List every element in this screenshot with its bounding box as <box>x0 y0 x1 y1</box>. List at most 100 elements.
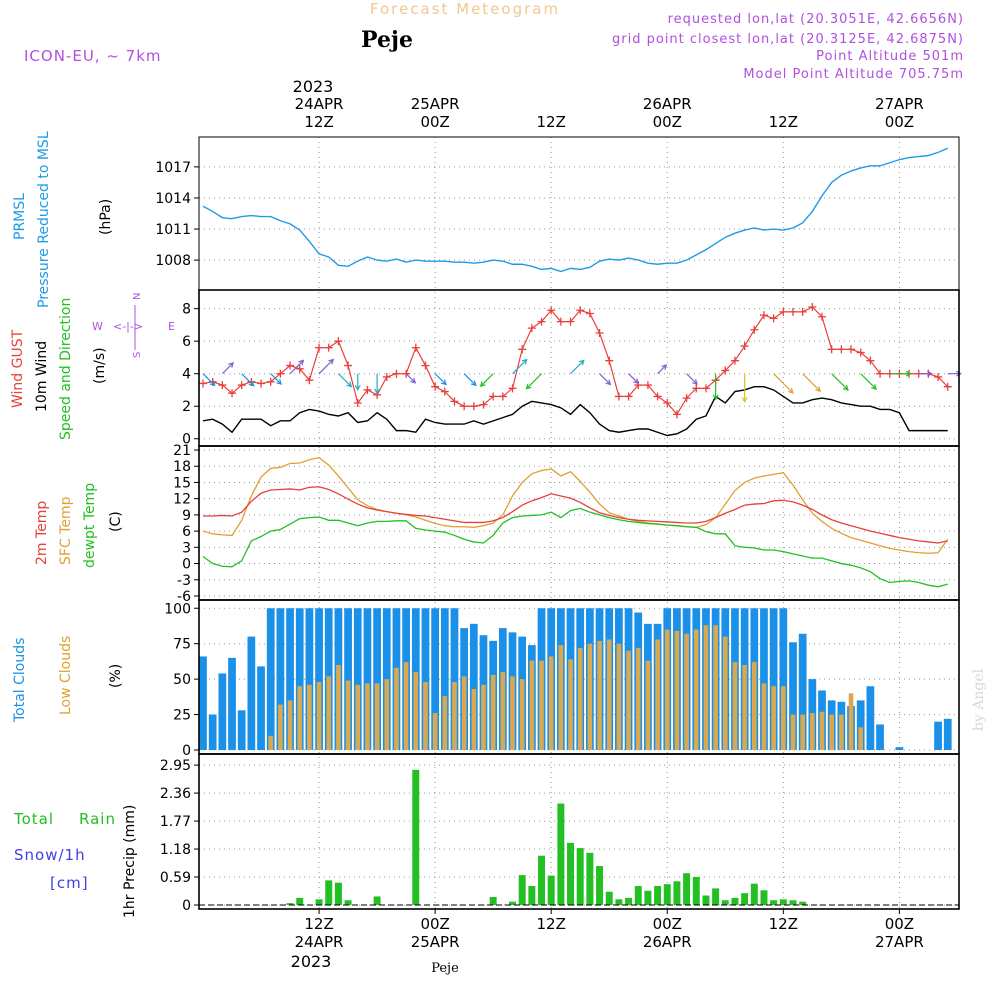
panel-frame <box>198 753 960 910</box>
gust-marker <box>721 366 730 375</box>
gust-marker <box>305 376 314 385</box>
total-cloud-bar <box>208 714 217 750</box>
clouds-unit-label: (%) <box>108 664 124 688</box>
low-cloud-bar <box>693 629 699 750</box>
precip-snow-label: Snow/1h <box>14 846 86 864</box>
gust-marker <box>392 369 401 378</box>
precip-bar <box>712 888 720 905</box>
total-cloud-bar <box>798 633 807 750</box>
wind-arrow-head <box>842 384 849 391</box>
total-clouds-label: Total Clouds <box>12 638 28 723</box>
precip-cm-label: [cm] <box>50 874 89 892</box>
total-cloud-bar <box>866 686 875 750</box>
low-cloud-bar <box>442 696 448 750</box>
wind-arrow-shaft <box>628 373 639 384</box>
grid-coords: grid point closest lon,lat (20.3125E, 42… <box>612 32 964 47</box>
gust-marker <box>701 384 710 393</box>
precip-bar <box>547 875 555 905</box>
top-hour-label: 12Z <box>769 113 798 131</box>
panel-frame <box>198 445 960 601</box>
top-date-label: 24APR <box>295 95 344 113</box>
model-label: ICON-EU, ~ 7km <box>24 47 162 65</box>
temp-2m-line <box>203 486 948 544</box>
low-cloud-bar <box>655 639 660 750</box>
y-tick-label: 0 <box>182 898 191 914</box>
wind-arrow-head <box>927 370 933 377</box>
gust-marker <box>750 325 759 334</box>
gust-marker <box>585 309 594 318</box>
y-tick-label: 1008 <box>155 253 191 269</box>
wind-dir-label: Speed and Direction <box>58 298 74 440</box>
total-cloud-bar <box>789 642 797 750</box>
gust-marker <box>672 410 681 419</box>
wind-arrow-shaft <box>570 359 585 375</box>
wind-arrow-head <box>956 370 962 377</box>
gust-marker <box>876 369 885 378</box>
y-tick-label: 100 <box>164 601 191 617</box>
temp-sfc-label: SFC Temp <box>58 496 74 565</box>
bottom-date-label: 27APR <box>875 933 924 951</box>
temp-unit-label: (C) <box>108 511 124 532</box>
total-cloud-bar <box>305 608 314 750</box>
wind-arrow-head <box>346 381 353 388</box>
low-cloud-bar <box>461 676 467 750</box>
low-cloud-bar <box>481 684 486 750</box>
wind-arrow-head <box>712 394 719 401</box>
wind-arrow-head <box>410 377 417 384</box>
wind-arrow-head <box>276 379 282 385</box>
y-tick-label: 75 <box>173 637 191 653</box>
precip-bar <box>615 899 623 905</box>
total-cloud-bar <box>895 747 904 750</box>
low-cloud-bar <box>423 681 428 750</box>
gust-marker <box>798 307 807 316</box>
wind-arrow-shaft <box>599 373 611 385</box>
gust-marker <box>653 392 662 401</box>
total-cloud-bar <box>353 608 362 750</box>
wind-arrow-head <box>815 386 822 393</box>
wind-arrow-head <box>440 379 447 386</box>
total-cloud-bar <box>769 608 778 750</box>
low-cloud-bar <box>413 672 419 750</box>
total-cloud-bar <box>237 710 246 750</box>
compass-s: S <box>132 352 143 358</box>
wind-arrow-head <box>871 384 877 390</box>
low-cloud-bar <box>732 662 738 750</box>
gust-marker <box>479 400 488 409</box>
y-tick-label: 1014 <box>155 191 191 207</box>
top-hour-label: 00Z <box>420 113 449 131</box>
total-cloud-bar <box>266 608 275 750</box>
low-cloud-bar <box>858 727 864 750</box>
total-cloud-bar <box>876 724 884 750</box>
gust-marker <box>943 382 952 391</box>
gust-marker <box>566 317 575 326</box>
total-cloud-bar <box>295 608 304 750</box>
gust-marker <box>508 384 517 393</box>
y-tick-label: 6 <box>182 524 191 540</box>
gust-marker <box>421 361 430 370</box>
top-date-label: 27APR <box>875 95 924 113</box>
precip-ylabel: 1hr Precip (mm) <box>122 805 138 918</box>
gust-marker <box>199 379 207 388</box>
low-cloud-bar <box>606 639 612 750</box>
precip-bar <box>567 842 575 905</box>
y-tick-label: 18 <box>173 459 191 475</box>
gust-marker <box>286 361 295 370</box>
total-cloud-bar <box>373 608 381 750</box>
wind-arrow-head <box>578 359 585 366</box>
watermark: by Angel <box>971 668 987 731</box>
y-tick-label: 50 <box>173 672 191 688</box>
low-cloud-bar <box>529 660 535 750</box>
precip-bar <box>509 901 516 905</box>
total-cloud-bar <box>440 608 449 750</box>
gust-marker <box>934 372 943 381</box>
precip-bar <box>489 896 497 905</box>
total-cloud-bar <box>218 673 227 750</box>
top-date-label: 26APR <box>643 95 692 113</box>
low-cloud-bar <box>819 711 825 750</box>
precip-bar <box>576 848 584 905</box>
precip-bar <box>644 890 652 905</box>
gust-marker <box>218 381 227 390</box>
y-tick-label: 25 <box>173 708 191 724</box>
y-tick-label: 6 <box>182 334 191 350</box>
low-cloud-bar <box>771 686 776 750</box>
